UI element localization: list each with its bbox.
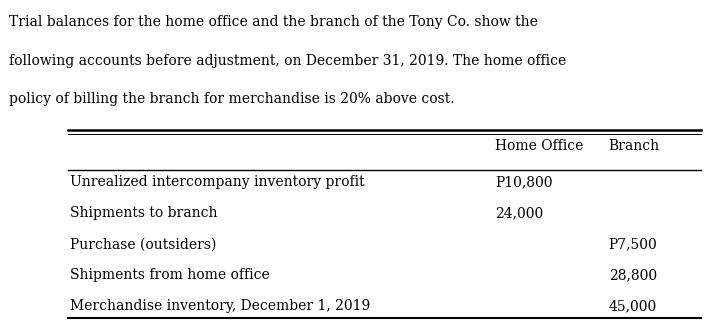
Text: 45,000: 45,000 [609, 299, 657, 313]
Text: Branch: Branch [609, 139, 660, 154]
Text: following accounts before adjustment, on December 31, 2019. The home office: following accounts before adjustment, on… [9, 54, 566, 68]
Text: Merchandise inventory, December 1, 2019: Merchandise inventory, December 1, 2019 [70, 299, 370, 313]
Text: Home Office: Home Office [495, 139, 583, 154]
Text: Unrealized intercompany inventory profit: Unrealized intercompany inventory profit [70, 175, 365, 190]
Text: Shipments from home office: Shipments from home office [70, 268, 270, 282]
Text: Purchase (outsiders): Purchase (outsiders) [70, 237, 216, 251]
Text: 24,000: 24,000 [495, 206, 543, 220]
Text: policy of billing the branch for merchandise is 20% above cost.: policy of billing the branch for merchan… [9, 92, 454, 107]
Text: Trial balances for the home office and the branch of the Tony Co. show the: Trial balances for the home office and t… [9, 15, 538, 29]
Text: P7,500: P7,500 [609, 237, 657, 251]
Text: Shipments to branch: Shipments to branch [70, 206, 217, 220]
Text: 28,800: 28,800 [609, 268, 657, 282]
Text: P10,800: P10,800 [495, 175, 553, 190]
